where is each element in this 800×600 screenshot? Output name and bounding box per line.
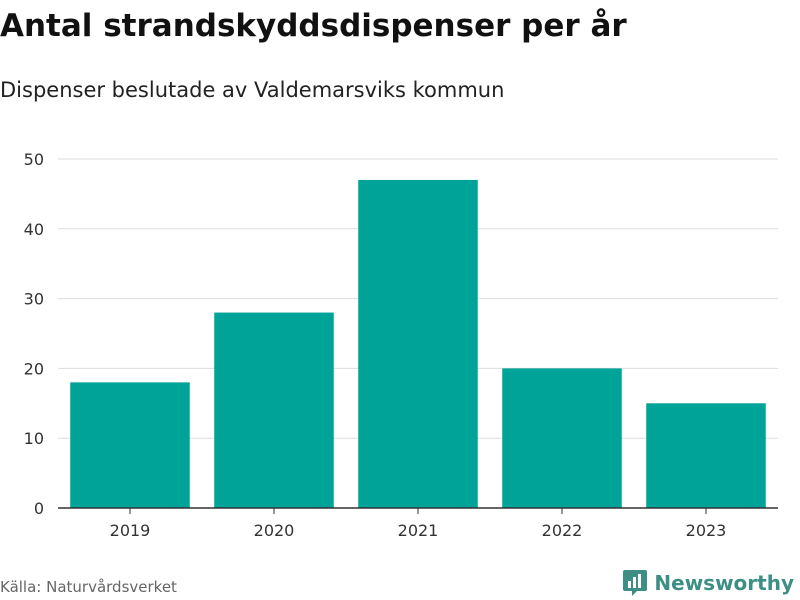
y-tick-label: 20: [24, 359, 44, 378]
bar: [214, 312, 334, 508]
bar-chart: 0 10 20 30 40 50 2019 2020 2021 2022 2023: [24, 150, 778, 540]
bar: [646, 403, 766, 508]
source-label: Källa: Naturvårdsverket: [0, 578, 177, 596]
x-tick-label: 2021: [398, 521, 439, 540]
newsworthy-logo-icon: [623, 570, 648, 596]
y-tick-label: 0: [34, 499, 44, 518]
x-tick-label: 2022: [542, 521, 583, 540]
chart-subtitle: Dispenser beslutade av Valdemarsviks kom…: [0, 78, 505, 102]
y-tick-label: 50: [24, 150, 44, 169]
bar: [358, 179, 478, 508]
chart-title: Antal strandskyddsdispenser per år: [0, 8, 627, 44]
x-tick-label: 2020: [254, 521, 295, 540]
brand-name: Newsworthy: [654, 571, 794, 595]
y-tick-label: 10: [24, 429, 44, 448]
brand-logo: Newsworthy: [622, 568, 794, 598]
bar: [70, 382, 190, 508]
x-tick-label: 2023: [686, 521, 727, 540]
y-tick-label: 30: [24, 290, 44, 309]
x-tick-label: 2019: [110, 521, 151, 540]
bar: [502, 368, 622, 508]
y-tick-label: 40: [24, 220, 44, 239]
